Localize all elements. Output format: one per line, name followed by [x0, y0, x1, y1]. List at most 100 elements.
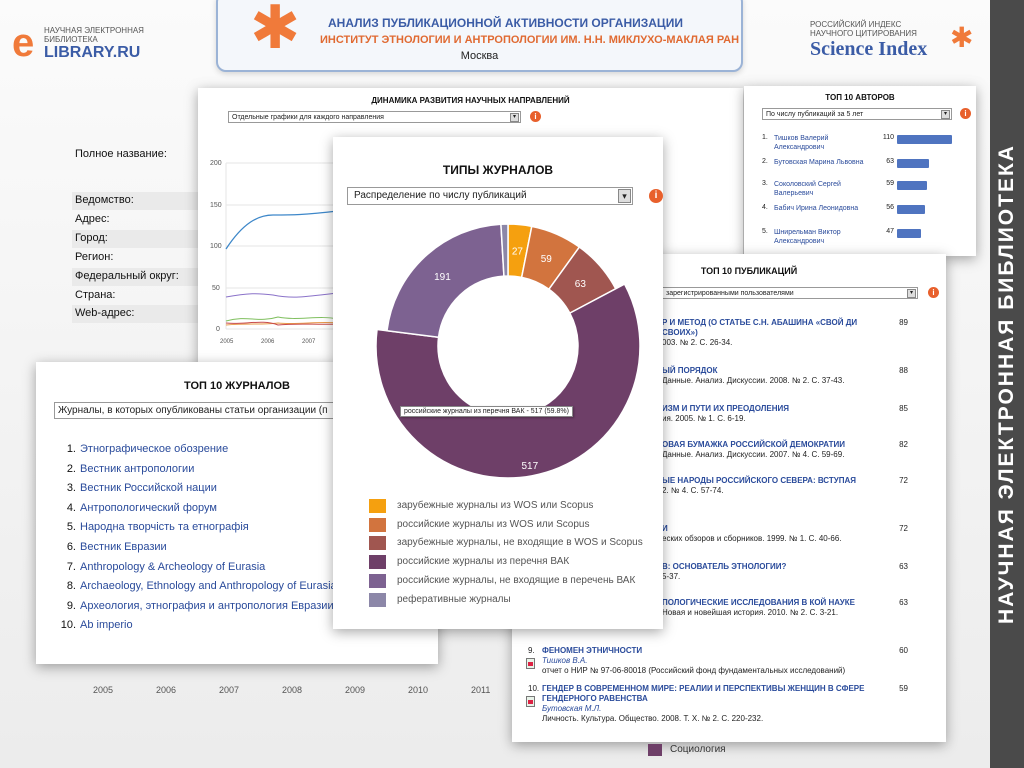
pie-slice[interactable] [500, 223, 509, 277]
legend-label: российские журналы из перечня ВАК [397, 556, 570, 568]
journal-item[interactable]: 10. Ab imperio [58, 619, 133, 631]
dynamics-select-value: Отдельные графики для каждого направлени… [232, 114, 384, 121]
publication-title[interactable]: ФЕНОМЕН ЭТНИЧНОСТИ [542, 646, 643, 655]
publication-item[interactable]: В: ОСНОВАТЕЛЬ ЭТНОЛОГИИ? 5-37. 63 [662, 562, 912, 582]
publication-title[interactable]: ОВАЯ БУМАЖКА РОССИЙСКОЙ ДЕМОКРАТИИ [662, 440, 845, 449]
publication-item[interactable]: ЫЕ НАРОДЫ РОССИЙСКОГО СЕВЕРА: ВСТУПАЯ 2. … [662, 476, 912, 496]
journal-link[interactable]: Археология, этнография и антропология Ев… [80, 599, 334, 612]
series-line [225, 321, 338, 326]
dynamics-title: ДИНАМИКА РАЗВИТИЯ НАУЧНЫХ НАПРАВЛЕНИЙ [371, 96, 570, 105]
chevron-down-icon[interactable]: ▾ [907, 289, 916, 298]
chevron-down-icon[interactable]: ▾ [618, 189, 631, 203]
x-tick: 2007 [302, 339, 316, 345]
author-name[interactable]: Тишков Валерий Александрович [774, 135, 829, 151]
journal-link[interactable]: Вестник Евразии [80, 541, 167, 553]
journals-select[interactable]: Журналы, в которых опубликованы статьи о… [54, 402, 344, 419]
publication-title[interactable]: ПОЛОГИЧЕСКИЕ ИССЛЕДОВАНИЯ В КОЙ НАУКЕ [662, 598, 855, 607]
journal-item[interactable]: 6. Вестник Евразии [58, 541, 167, 553]
authors-select-value: По числу публикаций за 5 лет [766, 111, 864, 118]
chevron-down-icon[interactable]: ▾ [941, 110, 950, 119]
science-index-logo[interactable]: РОССИЙСКИЙ ИНДЕКС НАУЧНОГО ЦИТИРОВАНИЯ S… [810, 20, 975, 65]
types-select[interactable]: Распределение по числу публикаций ▾ [347, 187, 633, 205]
author-name[interactable]: Бабич Ирина Леонидовна [774, 205, 859, 212]
bg-axis-year: 2007 [219, 685, 240, 695]
journal-rank: 3. [66, 482, 76, 495]
publication-item[interactable]: Р И МЕТОД (О СТАТЬЕ С.Н. АБАШИНА «СВОЙ Д… [662, 318, 912, 348]
journal-link[interactable]: Антропологический форум [80, 501, 217, 514]
info-icon[interactable]: i [649, 189, 663, 203]
series-line [225, 292, 338, 298]
authors-select[interactable]: По числу публикаций за 5 лет ▾ [762, 108, 952, 120]
publication-item[interactable]: ПОЛОГИЧЕСКИЕ ИССЛЕДОВАНИЯ В КОЙ НАУКЕ Нов… [662, 598, 912, 618]
y-tick: 50 [212, 285, 220, 292]
publication-title[interactable]: ЫЙ ПОРЯДОК [662, 366, 718, 375]
journal-item[interactable]: 4. Антропологический форум [58, 502, 217, 514]
document-icon[interactable] [526, 696, 535, 707]
legend-label: российские журналы из WOS или Scopus [397, 518, 590, 530]
pie-slice[interactable] [386, 223, 505, 339]
info-icon[interactable]: i [960, 108, 971, 119]
journal-rank: 8. [66, 580, 76, 593]
journal-link[interactable]: Вестник Российской нации [80, 482, 217, 495]
publication-title[interactable]: В: ОСНОВАТЕЛЬ ЭТНОЛОГИИ? [662, 562, 787, 571]
publication-item[interactable]: 10. ГЕНДЕР В СОВРЕМЕННОМ МИРЕ: РЕАЛИИ И П… [526, 684, 912, 724]
journal-item[interactable]: 7. Anthropology & Archeology of Eurasia [58, 561, 265, 573]
journal-link[interactable]: Этнографическое обозрение [80, 443, 229, 455]
journal-item[interactable]: 3. Вестник Российской нации [58, 482, 217, 494]
info-icon[interactable]: i [530, 111, 541, 122]
author-count: 63 [886, 158, 894, 165]
author-name[interactable]: Соколовский Сергей Валерьевич [774, 181, 841, 197]
publication-source: Данные. Анализ. Дискуссии. 2007. № 4. С.… [662, 450, 845, 459]
info-icon[interactable]: i [928, 287, 939, 298]
publication-title[interactable]: И [662, 524, 668, 533]
publications-select[interactable]: зарегистрированными пользователями ▾ [662, 287, 918, 299]
journal-item[interactable]: 1. Этнографическое обозрение [58, 443, 228, 455]
publication-title[interactable]: ЫЕ НАРОДЫ РОССИЙСКОГО СЕВЕРА: ВСТУПАЯ [662, 476, 857, 485]
publication-citations: 72 [899, 476, 908, 485]
publication-title[interactable]: Р И МЕТОД (О СТАТЬЕ С.Н. АБАШИНА «СВОЙ Д… [662, 318, 858, 337]
bg-axis-year: 2006 [156, 685, 177, 695]
journal-item[interactable]: 2. Вестник антропологии [58, 462, 195, 475]
org-label-department: Ведомство: [75, 194, 134, 206]
legend-swatch [369, 499, 386, 513]
journal-link[interactable]: Вестник антропологии [80, 462, 195, 475]
publication-item[interactable]: ИЗМ И ПУТИ ИХ ПРЕОДОЛЕНИЯ ия. 2005. № 1. … [662, 404, 912, 424]
types-select-value: Распределение по числу публикаций [354, 190, 527, 201]
publication-source: Личность. Культура. Общество. 2008. Т. Х… [542, 714, 764, 723]
author-name[interactable]: Шнирельман Виктор Александрович [774, 229, 841, 245]
journal-link[interactable]: Anthropology & Archeology of Eurasia [80, 560, 266, 573]
publication-author[interactable]: Бутовская М.Л. [542, 704, 602, 713]
journal-item[interactable]: 9. Археология, этнография и антропология … [58, 600, 334, 612]
journal-item[interactable]: 5. Народна творчість та етнографія [58, 521, 249, 533]
publication-title[interactable]: ИЗМ И ПУТИ ИХ ПРЕОДОЛЕНИЯ [662, 404, 790, 413]
journal-link[interactable]: Народна творчість та етнографія [80, 521, 249, 534]
document-icon[interactable] [526, 658, 535, 669]
publication-item[interactable]: 9. ФЕНОМЕН ЭТНИЧНОСТИ Тишков В.А. отчет о Н… [526, 646, 912, 676]
publication-item[interactable]: ОВАЯ БУМАЖКА РОССИЙСКОЙ ДЕМОКРАТИИ Данные… [662, 440, 912, 460]
publication-rank: 9. [528, 646, 535, 655]
author-name[interactable]: Бутовская Марина Львовна [774, 159, 864, 166]
journal-link[interactable]: Archaeology, Ethnology and Anthropology … [80, 580, 337, 593]
org-label-country: Страна: [75, 289, 116, 301]
author-bar [897, 181, 927, 190]
elibrary-logo-caption: НАУЧНАЯ ЭЛЕКТРОННАЯ БИБЛИОТЕКА [44, 26, 144, 44]
publication-title[interactable]: ГЕНДЕР В СОВРЕМЕННОМ МИРЕ: РЕАЛИИ И ПЕРС… [542, 684, 865, 703]
journal-item[interactable]: 8. Archaeology, Ethnology and Anthropolog… [58, 580, 337, 592]
publication-author[interactable]: Тишков В.А. [542, 656, 588, 665]
journal-link[interactable]: Ab imperio [80, 619, 133, 632]
series-line [225, 316, 338, 322]
publication-item[interactable]: ЫЙ ПОРЯДОК Данные. Анализ. Дискуссии. 200… [662, 366, 912, 386]
publication-citations: 88 [899, 366, 908, 375]
elibrary-logo[interactable]: e НАУЧНАЯ ЭЛЕКТРОННАЯ БИБЛИОТЕКА LIBRARY… [12, 23, 162, 64]
dynamics-select[interactable]: Отдельные графики для каждого направлени… [228, 111, 521, 123]
publication-citations: 63 [899, 562, 908, 571]
pie-value-label: 27 [512, 246, 524, 257]
header-title: АНАЛИЗ ПУБЛИКАЦИОННОЙ АКТИВНОСТИ ОРГАНИЗ… [328, 16, 683, 30]
journal-rank: 1. [66, 443, 76, 455]
chevron-down-icon[interactable]: ▾ [510, 113, 519, 122]
bg-axis-year: 2008 [282, 685, 303, 695]
publication-source: еских обзоров и сборников. 1999. № 1. С.… [662, 534, 842, 543]
y-tick: 200 [210, 160, 222, 167]
pie-slice[interactable] [375, 283, 641, 479]
